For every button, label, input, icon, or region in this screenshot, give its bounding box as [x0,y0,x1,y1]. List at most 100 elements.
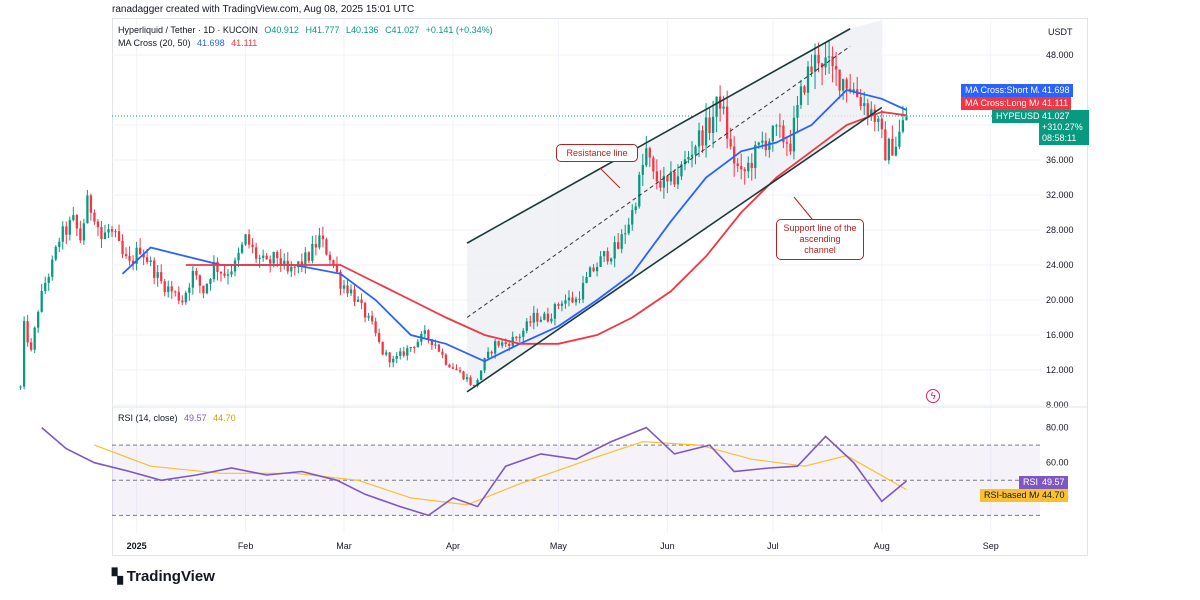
candle-body[interactable] [539,319,542,322]
candle-body[interactable] [117,231,121,242]
candle-body[interactable] [817,54,820,64]
candle-body[interactable] [483,358,486,371]
candle-body[interactable] [170,286,173,292]
candle-body[interactable] [237,252,240,261]
candle-body[interactable] [834,66,838,70]
candle-body[interactable] [529,321,532,323]
candle-body[interactable] [346,285,349,294]
candle-body[interactable] [515,336,518,338]
candle-body[interactable] [444,354,448,365]
candle-body[interactable] [434,344,437,346]
candle-body[interactable] [300,261,303,266]
candle-body[interactable] [219,271,223,274]
candle-body[interactable] [655,171,658,182]
candle-body[interactable] [490,351,493,354]
candle-body[interactable] [68,220,71,235]
candle-body[interactable] [293,266,296,268]
candle-body[interactable] [82,223,86,241]
candle-body[interactable] [838,69,841,91]
candle-body[interactable] [789,143,792,152]
candle-body[interactable] [392,358,395,363]
candle-body[interactable] [796,104,799,118]
candle-body[interactable] [399,351,402,356]
candle-body[interactable] [666,175,669,182]
candle-body[interactable] [659,181,662,188]
candle-body[interactable] [265,255,268,260]
candle-body[interactable] [729,138,732,147]
candle-body[interactable] [761,140,764,143]
candle-body[interactable] [567,297,571,301]
candle-body[interactable] [65,226,68,235]
candle-body[interactable] [571,297,574,303]
candle-body[interactable] [230,271,233,275]
candle-body[interactable] [810,66,813,72]
candle-body[interactable] [79,228,82,241]
candle-body[interactable] [887,138,890,161]
candle-body[interactable] [342,285,346,289]
candle-body[interactable] [578,298,581,300]
candle-body[interactable] [142,254,145,258]
candle-body[interactable] [174,291,177,293]
candle-body[interactable] [501,342,504,346]
candle-body[interactable] [202,285,205,294]
candle-body[interactable] [497,341,500,346]
candle-body[interactable] [103,232,107,240]
candle-body[interactable] [416,341,419,348]
candle-body[interactable] [356,299,360,302]
candle-body[interactable] [160,272,163,282]
candle-body[interactable] [258,257,261,259]
candle-body[interactable] [96,221,100,228]
candle-body[interactable] [177,291,180,301]
candle-body[interactable] [33,327,36,350]
candle-body[interactable] [216,261,219,272]
candle-body[interactable] [585,277,588,283]
candle-body[interactable] [588,267,592,278]
candle-body[interactable] [181,300,184,303]
candle-body[interactable] [437,344,441,352]
candle-body[interactable] [93,212,96,222]
candle-body[interactable] [311,243,314,261]
candle-body[interactable] [286,260,289,272]
candle-body[interactable] [592,267,595,272]
candle-body[interactable] [543,313,546,320]
candle-body[interactable] [842,79,845,91]
candle-body[interactable] [128,256,131,261]
candle-body[interactable] [631,210,634,225]
candle-body[interactable] [557,304,560,306]
candle-body[interactable] [451,367,455,369]
resistance-callout[interactable]: Resistance line [556,144,638,162]
candle-body[interactable] [870,109,873,116]
resistance-line[interactable] [466,28,851,244]
candle-body[interactable] [247,234,251,245]
candle-body[interactable] [339,271,342,289]
candle-body[interactable] [733,146,736,164]
candle-body[interactable] [806,66,810,93]
candle-body[interactable] [349,289,353,294]
candle-body[interactable] [209,279,212,284]
candle-body[interactable] [546,313,550,322]
candle-body[interactable] [430,339,434,345]
candle-body[interactable] [47,276,50,283]
candle-body[interactable] [321,235,325,240]
support-line[interactable] [466,106,883,393]
candle-body[interactable] [146,257,149,263]
candle-body[interactable] [652,157,655,172]
candle-body[interactable] [51,259,54,277]
candle-body[interactable] [494,341,497,354]
candle-body[interactable] [648,148,651,158]
candle-body[interactable] [149,260,152,263]
candle-body[interactable] [198,275,202,286]
candle-body[interactable] [58,241,61,247]
candle-body[interactable] [276,251,279,259]
candle-body[interactable] [184,292,187,303]
candle-body[interactable] [226,274,230,276]
candle-body[interactable] [536,312,539,322]
candle-body[interactable] [61,226,64,242]
candle-body[interactable] [458,370,462,372]
candle-body[interactable] [553,304,557,319]
candle-body[interactable] [641,165,644,175]
candle-body[interactable] [711,116,715,134]
candle-body[interactable] [820,63,824,68]
candle-body[interactable] [894,146,898,156]
